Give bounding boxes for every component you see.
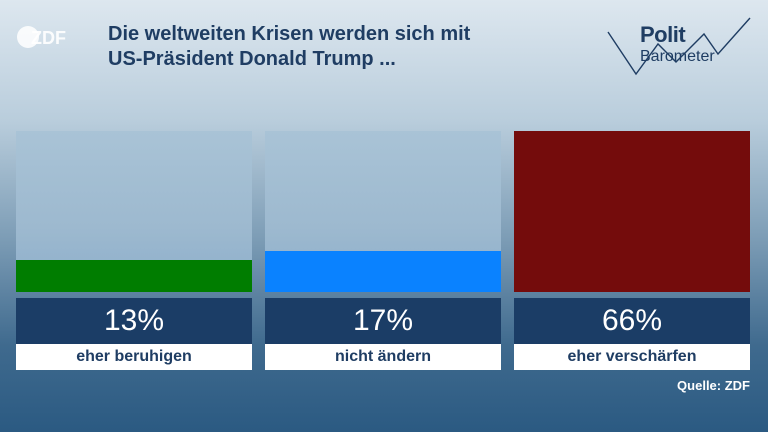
title-line-1: Die weltweiten Krisen werden sich mit — [108, 23, 471, 45]
politbarometer-logo: Polit Barometer — [606, 14, 752, 76]
chart-title: Die weltweiten Krisen werden sich mit US… — [108, 22, 578, 72]
bar-column: 66% eher verschärfen — [514, 131, 750, 370]
bar-value-label: 66% — [514, 298, 750, 344]
title-line-2: US-Präsident Donald Trump ... — [108, 48, 396, 70]
category-label: eher beruhigen — [16, 344, 252, 370]
source-note: Quelle: ZDF — [677, 378, 750, 393]
bar-background — [16, 131, 252, 292]
zdf-logo: ZDF — [17, 26, 66, 48]
bar-column: 13% eher beruhigen — [16, 131, 252, 370]
zdf-logo-text: ZDF — [31, 28, 66, 48]
bar-column: 17% nicht ändern — [265, 131, 501, 370]
bar-value-label: 17% — [265, 298, 501, 344]
bar — [16, 260, 252, 292]
brand-polit: Polit — [640, 22, 686, 47]
bar-value-label: 13% — [16, 298, 252, 344]
category-label: nicht ändern — [265, 344, 501, 370]
bar — [265, 251, 501, 292]
zigzag-icon — [607, 17, 751, 76]
bar-background — [265, 131, 501, 292]
bar-background — [514, 131, 750, 292]
category-label: eher verschärfen — [514, 344, 750, 370]
brand-barometer: Barometer — [640, 48, 715, 65]
bar — [514, 131, 750, 292]
